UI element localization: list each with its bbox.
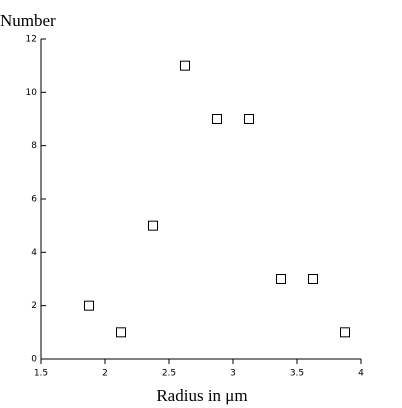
y-tick-label: 2	[31, 301, 37, 311]
x-tick-label: 2.5	[162, 369, 176, 379]
point	[212, 114, 222, 124]
x-tick-label: 3.5	[290, 369, 304, 379]
x-tick-label: 4	[358, 369, 364, 379]
x-axis-label: Radius in μm	[156, 386, 247, 405]
y-tick-label: 8	[31, 141, 37, 151]
y-tick-label: 6	[31, 195, 37, 205]
point	[148, 220, 158, 231]
point	[244, 114, 254, 124]
point	[180, 60, 190, 71]
y-tick-label: 12	[26, 35, 37, 45]
x-tick-label: 3	[230, 369, 236, 379]
point	[116, 327, 126, 338]
point	[340, 327, 350, 338]
x-tick-label: 2	[102, 369, 108, 379]
point	[308, 274, 318, 284]
point	[84, 300, 94, 311]
y-tick-label: 0	[31, 355, 37, 365]
y-tick-label: 4	[31, 248, 37, 258]
x-tick-label: 1.5	[34, 369, 48, 379]
point	[276, 274, 286, 284]
y-tick-label: 10	[26, 88, 38, 98]
y-axis-label: Number	[0, 11, 56, 30]
